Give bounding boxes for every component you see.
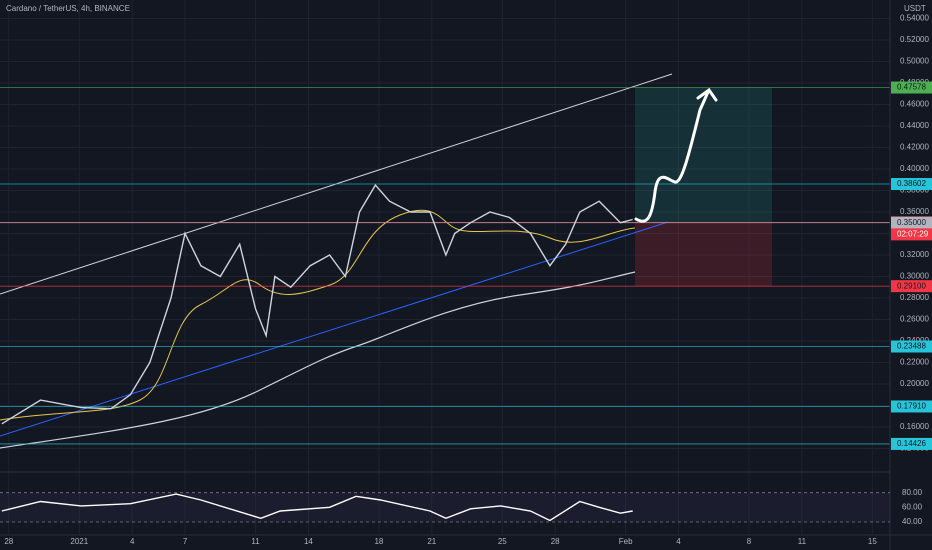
x-tick-label: 2021	[70, 537, 88, 546]
level-label-box	[891, 280, 932, 293]
grid	[0, 0, 890, 535]
level-label: 0.14426	[897, 439, 926, 448]
x-tick-label: 28	[4, 537, 13, 546]
price-line	[1, 183, 633, 425]
chart-title: Cardano / TetherUS, 4h, BINANCE	[6, 4, 130, 13]
series	[1, 183, 633, 425]
y-tick-label: 0.44000	[900, 121, 929, 130]
y-tick-label: 0.16000	[900, 422, 929, 431]
x-tick-label: 11	[251, 537, 260, 546]
level-label: 0.38602	[897, 179, 926, 188]
levels	[0, 87, 890, 445]
rsi-tick-label: 60.00	[902, 502, 923, 511]
x-tick-label: 4	[676, 537, 681, 546]
y-tick-label: 0.42000	[900, 143, 929, 152]
x-tick-label: Feb	[619, 537, 633, 546]
y-tick-label: 0.30000	[900, 272, 929, 281]
level-label: 0.29100	[897, 281, 926, 290]
arrow-head	[696, 87, 718, 102]
y-tick-label: 0.26000	[900, 315, 929, 324]
level-label: 0.23488	[897, 342, 926, 351]
x-tick-label: 15	[868, 537, 877, 546]
x-tick-label: 18	[374, 537, 383, 546]
projection-arrow	[634, 90, 710, 223]
y-tick-label: 0.50000	[900, 57, 929, 66]
x-tick-label: 4	[130, 537, 135, 546]
y-tick-label: 0.20000	[900, 379, 929, 388]
y-tick-label: 0.36000	[900, 207, 929, 216]
level-label: 0.17910	[897, 402, 926, 411]
x-tick-label: 11	[798, 537, 807, 546]
loss-zone	[635, 222, 772, 287]
rsi-band	[0, 492, 890, 522]
level-label-box	[891, 178, 932, 191]
x-tick-label: 8	[747, 537, 752, 546]
level-label-box	[891, 340, 932, 353]
y-tick-label: 0.28000	[900, 293, 929, 302]
level-label-box	[891, 437, 932, 450]
rsi-line	[1, 493, 633, 522]
countdown-box	[891, 228, 932, 241]
y-tick-label: 0.38000	[900, 186, 929, 195]
y-tick-label: 0.54000	[900, 14, 929, 23]
level-label-box	[891, 216, 932, 229]
x-tick-label: 21	[427, 537, 436, 546]
y-tick-label: 0.32000	[900, 250, 929, 259]
level-label-box	[891, 400, 932, 413]
y-tick-label: 0.22000	[900, 358, 929, 367]
y-tick-label: 0.52000	[900, 35, 929, 44]
rsi-tick-label: 40.00	[902, 517, 923, 526]
x-tick-label: 7	[183, 537, 188, 546]
level-label: 0.47578	[897, 83, 926, 92]
level-label-box	[891, 81, 932, 94]
currency-label: USDT	[904, 4, 926, 13]
moving-average-fast	[0, 209, 636, 421]
x-tick-label: 14	[304, 537, 313, 546]
x-tick-label: 25	[498, 537, 507, 546]
profit-zone	[635, 87, 772, 223]
zones	[635, 87, 772, 287]
countdown-label: 02:07:29	[897, 229, 929, 238]
rsi-tick-label: 80.00	[902, 488, 923, 497]
x-tick-label: 28	[551, 537, 560, 546]
level-label: 0.35000	[897, 218, 926, 227]
y-tick-label: 0.40000	[900, 164, 929, 173]
y-tick-label: 0.46000	[900, 100, 929, 109]
